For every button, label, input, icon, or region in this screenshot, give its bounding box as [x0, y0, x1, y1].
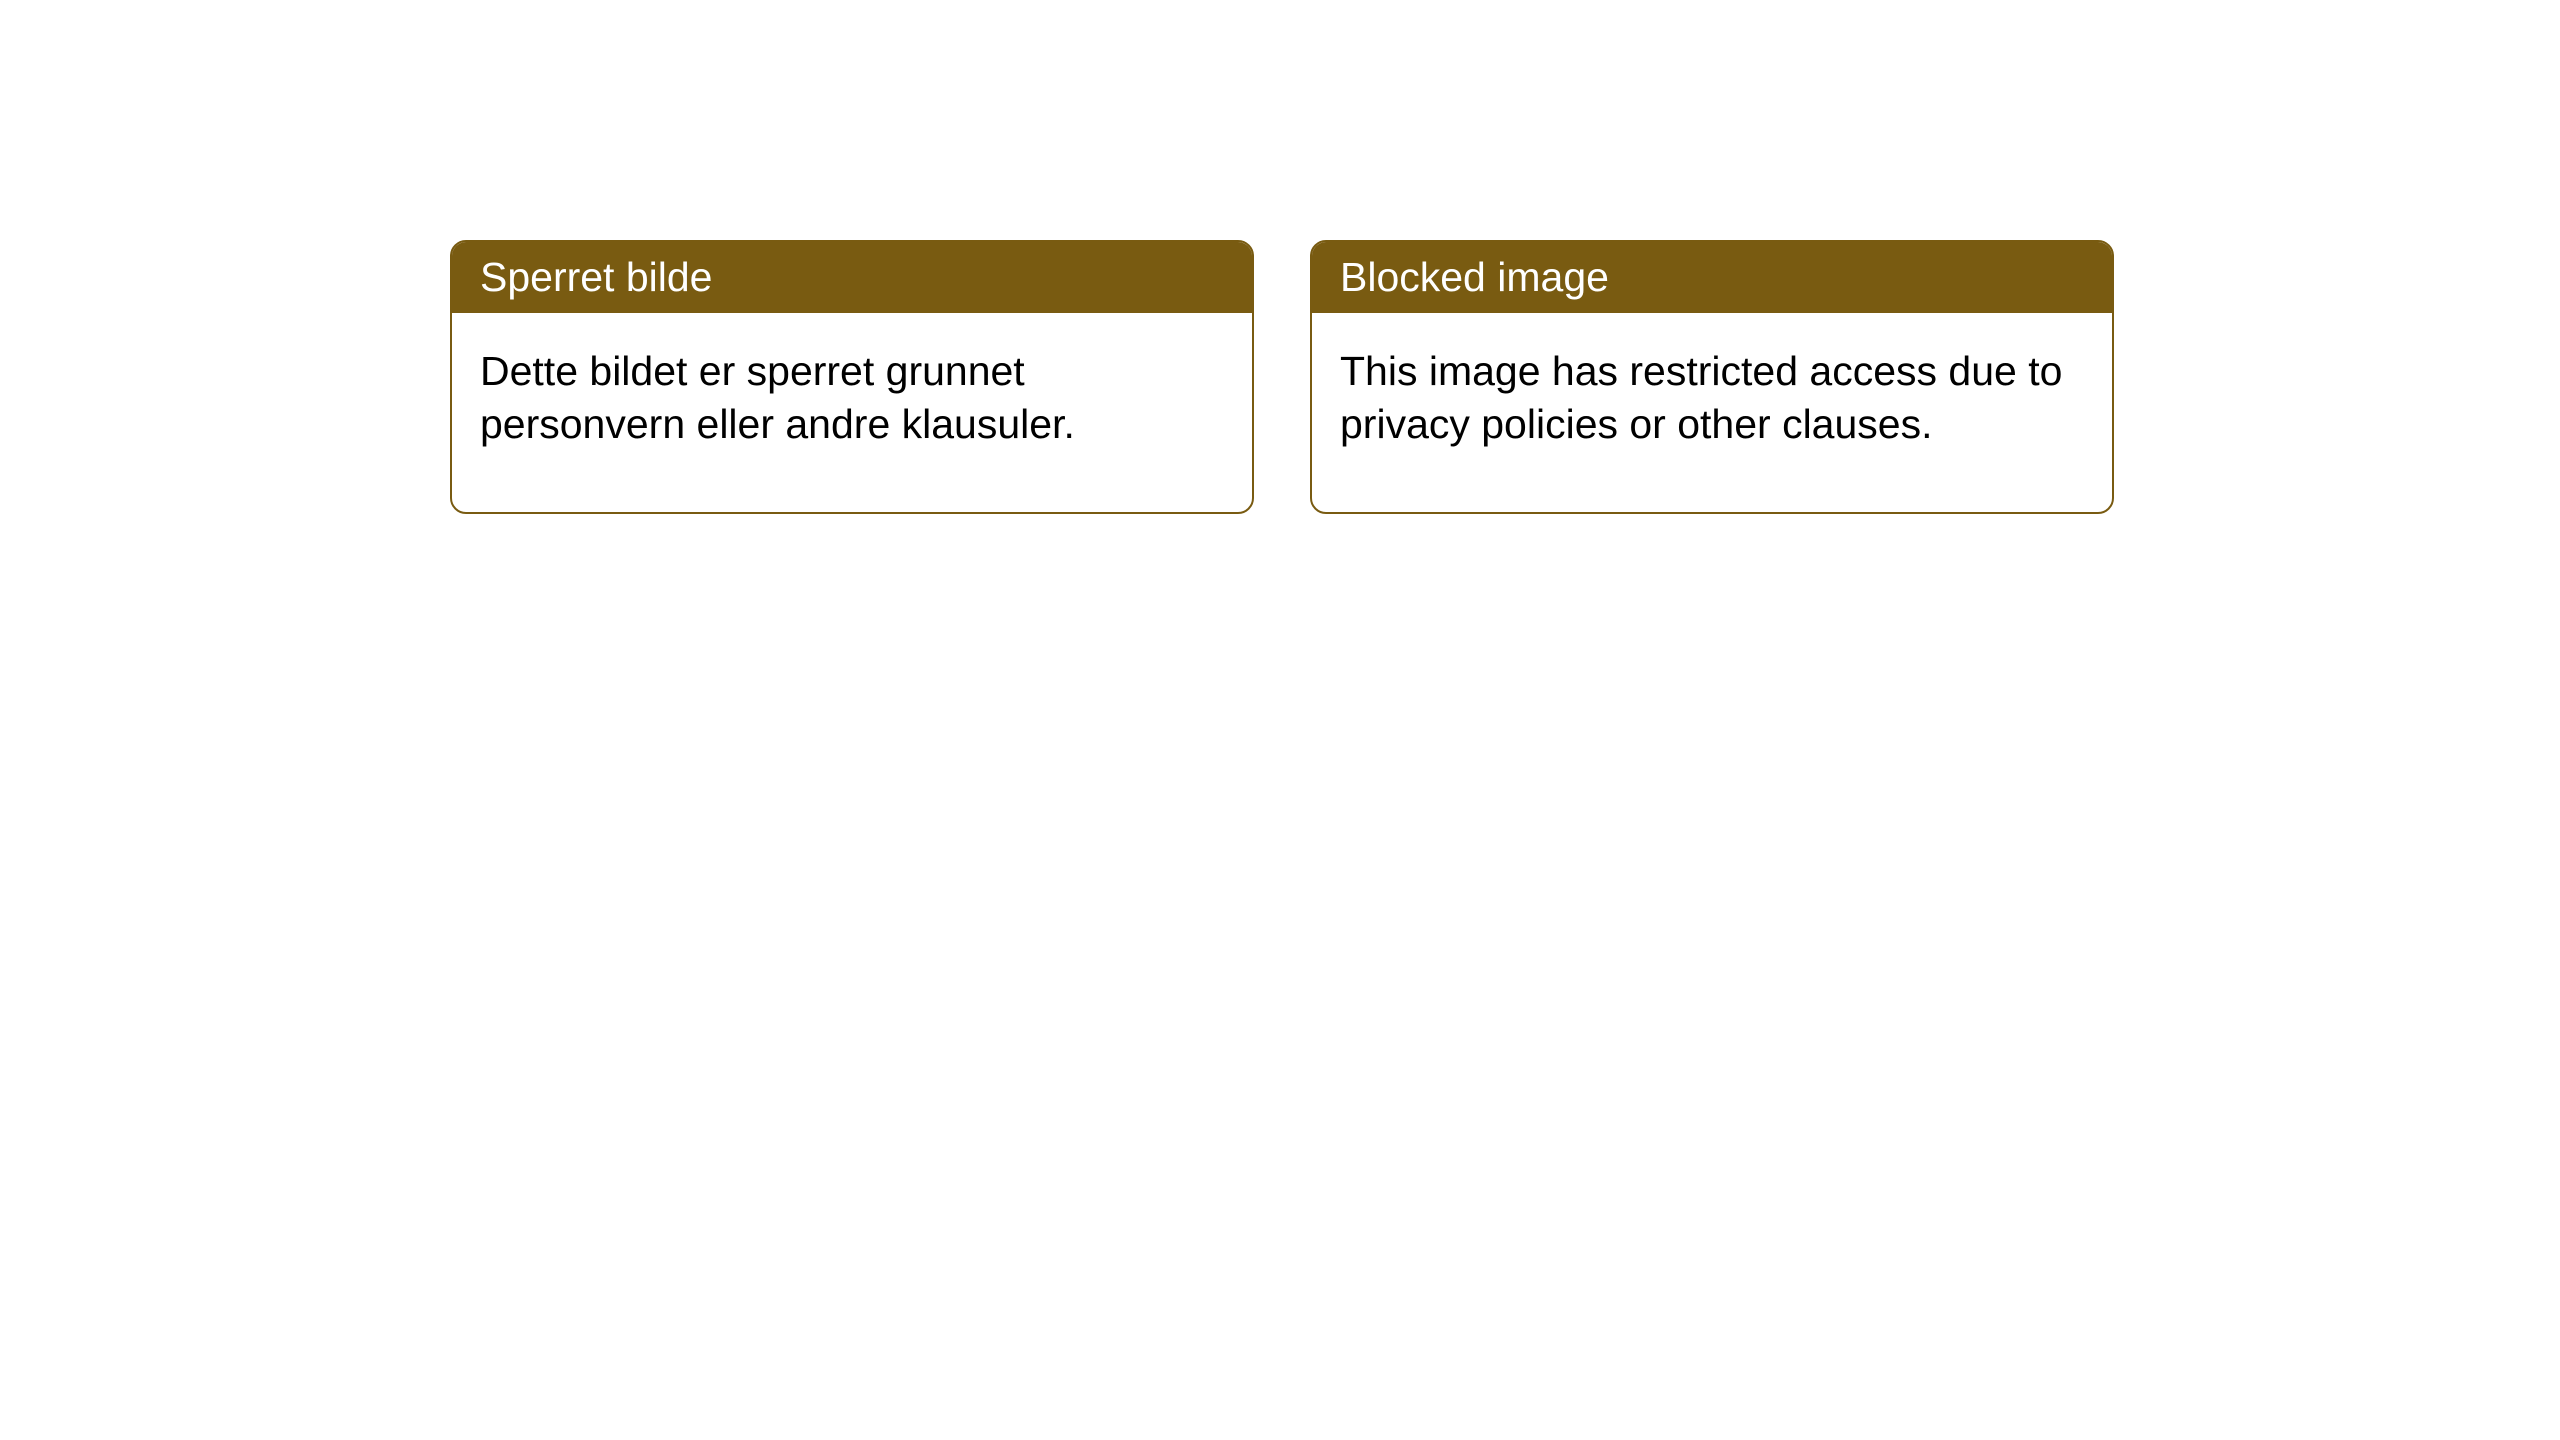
card-body: This image has restricted access due to …	[1312, 313, 2112, 512]
notice-card-norwegian: Sperret bilde Dette bildet er sperret gr…	[450, 240, 1254, 514]
card-header: Sperret bilde	[452, 242, 1252, 313]
card-header: Blocked image	[1312, 242, 2112, 313]
notice-container: Sperret bilde Dette bildet er sperret gr…	[450, 240, 2114, 514]
card-body: Dette bildet er sperret grunnet personve…	[452, 313, 1252, 512]
notice-card-english: Blocked image This image has restricted …	[1310, 240, 2114, 514]
